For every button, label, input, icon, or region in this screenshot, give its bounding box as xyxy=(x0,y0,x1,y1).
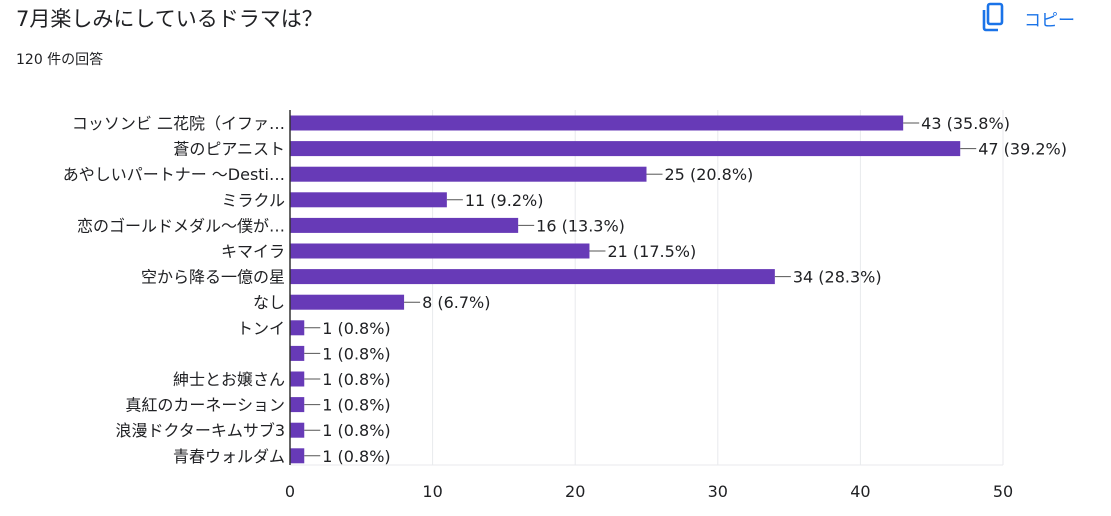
data-label: 21 (17.5%) xyxy=(607,242,696,261)
bar xyxy=(290,166,647,182)
response-count: 120 件の回答 xyxy=(16,52,104,68)
category-label: 恋のゴールドメダル〜僕が… xyxy=(77,216,285,235)
category-label: 蒼のピアニスト xyxy=(173,140,285,159)
bar xyxy=(290,371,305,387)
bar xyxy=(290,217,519,233)
bar xyxy=(290,345,305,361)
x-tick-label: 10 xyxy=(422,482,442,501)
bar xyxy=(290,397,305,413)
category-label: コッソンビ 二花院（イファ… xyxy=(72,114,285,133)
category-label: トンイ xyxy=(237,319,285,338)
bar xyxy=(290,115,904,131)
x-tick-label: 30 xyxy=(708,482,728,501)
category-label: キマイラ xyxy=(221,242,285,261)
bar xyxy=(290,320,305,336)
data-label: 8 (6.7%) xyxy=(422,293,490,312)
data-label: 25 (20.8%) xyxy=(665,165,754,184)
category-label: 空から降る一億の星 xyxy=(141,268,285,287)
data-label: 1 (0.8%) xyxy=(322,447,390,466)
bar xyxy=(290,192,447,208)
bar xyxy=(290,448,305,464)
category-label: 青春ウォルダム xyxy=(173,447,285,466)
copy-button[interactable]: コピー xyxy=(978,0,1098,36)
question-title: 7月楽しみにしているドラマは？ xyxy=(16,7,323,31)
copy-icon xyxy=(982,2,1004,32)
bar xyxy=(290,422,305,438)
data-label: 16 (13.3%) xyxy=(536,216,625,235)
data-label: 11 (9.2%) xyxy=(465,191,544,210)
bar xyxy=(290,269,775,285)
category-label: ミラクル xyxy=(221,191,285,210)
data-label: 1 (0.8%) xyxy=(322,421,390,440)
x-tick-label: 0 xyxy=(285,482,295,501)
bar xyxy=(290,294,405,310)
data-label: 47 (39.2%) xyxy=(978,140,1067,159)
category-label: 真紅のカーネーション xyxy=(125,396,285,415)
x-tick-label: 50 xyxy=(993,482,1013,501)
category-label: なし xyxy=(253,293,285,312)
category-label: 浪漫ドクターキムサブ3 xyxy=(115,421,285,440)
x-tick-label: 20 xyxy=(565,482,585,501)
copy-label: コピー xyxy=(1024,10,1075,31)
bar xyxy=(290,243,590,259)
data-label: 1 (0.8%) xyxy=(322,396,390,415)
data-label: 43 (35.8%) xyxy=(921,114,1010,133)
category-label: あやしいパートナー 〜Desti… xyxy=(63,165,285,184)
data-label: 34 (28.3%) xyxy=(793,268,882,287)
data-label: 1 (0.8%) xyxy=(322,370,390,389)
data-label: 1 (0.8%) xyxy=(322,344,390,363)
data-label: 1 (0.8%) xyxy=(322,319,390,338)
category-label: 紳士とお嬢さん xyxy=(173,370,285,389)
bar xyxy=(290,141,961,157)
x-tick-label: 40 xyxy=(850,482,870,501)
